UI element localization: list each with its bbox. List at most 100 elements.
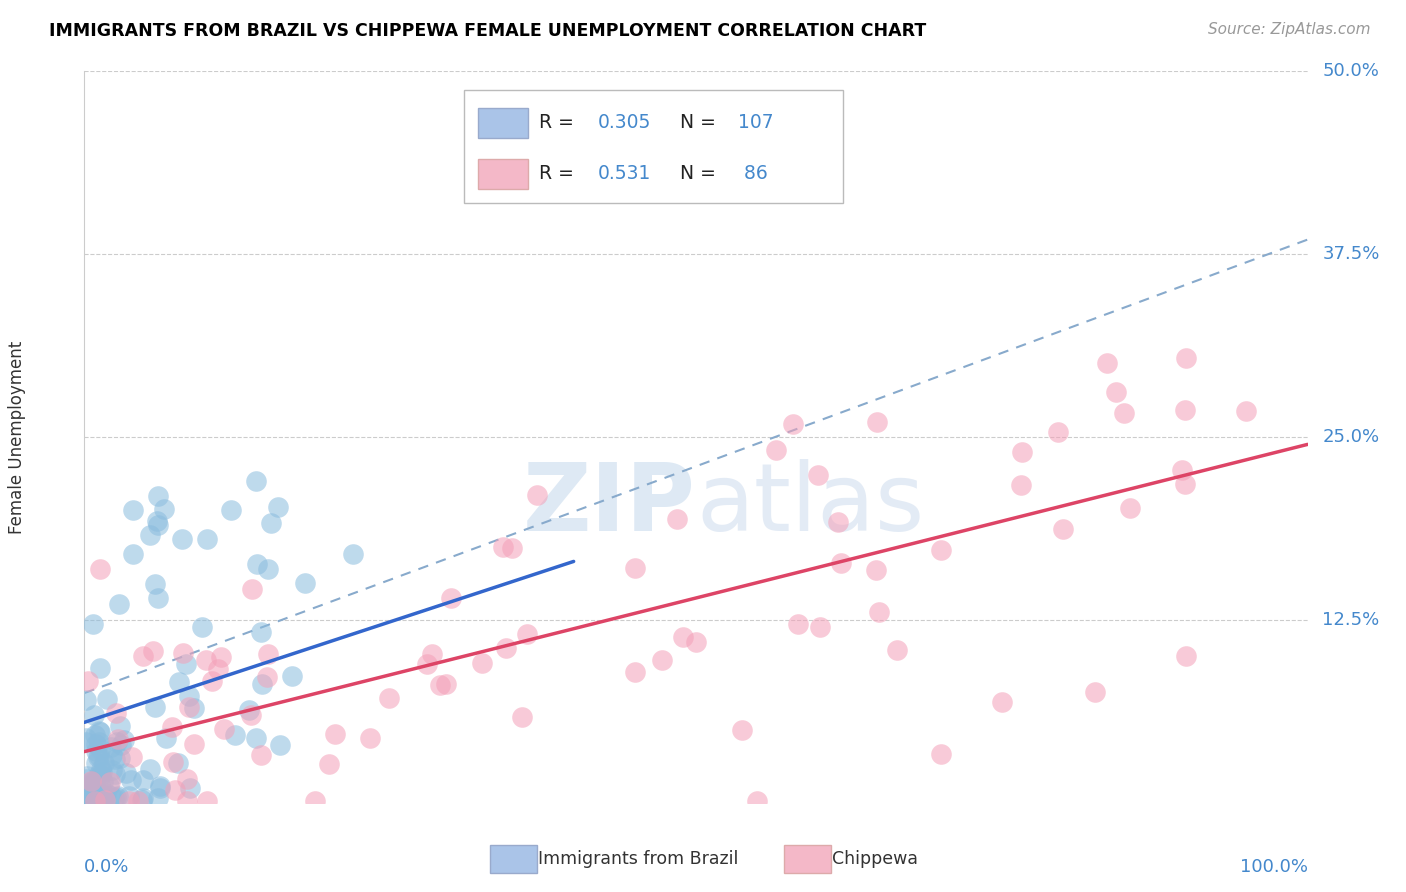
- Text: IMMIGRANTS FROM BRAZIL VS CHIPPEWA FEMALE UNEMPLOYMENT CORRELATION CHART: IMMIGRANTS FROM BRAZIL VS CHIPPEWA FEMAL…: [49, 22, 927, 40]
- Point: [672, 630, 695, 644]
- Point: [1011, 445, 1033, 459]
- Point: [416, 657, 439, 671]
- Point: [886, 642, 908, 657]
- Point: [87, 793, 110, 807]
- Point: [304, 794, 326, 808]
- Point: [1174, 477, 1197, 491]
- Point: [107, 732, 129, 747]
- Point: [765, 443, 787, 458]
- Point: [87, 767, 110, 781]
- Point: [90, 768, 112, 782]
- Point: [495, 640, 517, 655]
- Point: [90, 762, 112, 776]
- Point: [84, 743, 107, 757]
- Text: 37.5%: 37.5%: [1322, 245, 1379, 263]
- Point: [434, 677, 457, 691]
- Point: [651, 653, 673, 667]
- Point: [101, 763, 124, 777]
- Point: [120, 773, 142, 788]
- Point: [86, 789, 108, 804]
- Point: [76, 787, 98, 801]
- Point: [80, 793, 103, 807]
- Point: [139, 762, 162, 776]
- Text: R =: R =: [540, 164, 581, 183]
- Point: [132, 772, 155, 787]
- Point: [1084, 685, 1107, 699]
- Point: [93, 792, 115, 806]
- Point: [107, 735, 129, 749]
- Point: [176, 772, 198, 786]
- Point: [166, 756, 188, 771]
- FancyBboxPatch shape: [464, 90, 842, 203]
- Point: [1174, 402, 1197, 417]
- Point: [245, 731, 267, 746]
- Point: [1052, 522, 1074, 536]
- Point: [782, 417, 804, 431]
- Text: Immigrants from Brazil: Immigrants from Brazil: [538, 850, 738, 868]
- Text: 50.0%: 50.0%: [1322, 62, 1379, 80]
- Point: [1114, 406, 1136, 420]
- Point: [240, 582, 263, 597]
- Point: [89, 724, 111, 739]
- Point: [101, 748, 124, 763]
- Point: [1175, 648, 1198, 663]
- Point: [108, 719, 131, 733]
- Point: [731, 723, 754, 737]
- Point: [280, 669, 302, 683]
- Point: [1010, 477, 1032, 491]
- Point: [94, 788, 117, 802]
- Point: [191, 620, 214, 634]
- Point: [179, 780, 201, 795]
- Text: 12.5%: 12.5%: [1322, 611, 1379, 629]
- Point: [149, 780, 172, 795]
- Point: [318, 757, 340, 772]
- Point: [267, 500, 290, 514]
- Point: [84, 727, 107, 741]
- Point: [100, 789, 122, 803]
- Text: Source: ZipAtlas.com: Source: ZipAtlas.com: [1208, 22, 1371, 37]
- Point: [929, 747, 952, 761]
- Point: [104, 789, 127, 804]
- Point: [257, 562, 280, 576]
- Point: [138, 528, 160, 542]
- Point: [1175, 351, 1198, 365]
- Point: [75, 772, 97, 787]
- Point: [132, 790, 155, 805]
- Point: [153, 502, 176, 516]
- Point: [121, 750, 143, 764]
- Point: [377, 691, 399, 706]
- Point: [110, 738, 132, 752]
- Point: [787, 616, 810, 631]
- Point: [122, 503, 145, 517]
- Point: [104, 752, 127, 766]
- Point: [807, 467, 830, 482]
- Point: [429, 678, 451, 692]
- Point: [104, 766, 127, 780]
- Point: [146, 790, 169, 805]
- Point: [93, 756, 115, 771]
- Point: [209, 649, 232, 664]
- Point: [146, 489, 169, 503]
- Point: [146, 517, 169, 532]
- Point: [155, 731, 177, 745]
- Point: [141, 644, 163, 658]
- Point: [77, 783, 100, 797]
- Point: [75, 731, 97, 746]
- Point: [440, 591, 463, 605]
- Point: [98, 775, 121, 789]
- Point: [82, 776, 104, 790]
- Point: [91, 793, 114, 807]
- Point: [866, 415, 889, 429]
- Point: [162, 755, 184, 769]
- Point: [250, 624, 273, 639]
- Point: [75, 793, 97, 807]
- Point: [219, 503, 242, 517]
- Point: [1236, 404, 1258, 418]
- Point: [84, 756, 107, 770]
- Point: [90, 780, 112, 794]
- Point: [87, 749, 110, 764]
- Point: [75, 734, 97, 748]
- Point: [269, 738, 291, 752]
- Point: [79, 793, 101, 807]
- Point: [323, 727, 346, 741]
